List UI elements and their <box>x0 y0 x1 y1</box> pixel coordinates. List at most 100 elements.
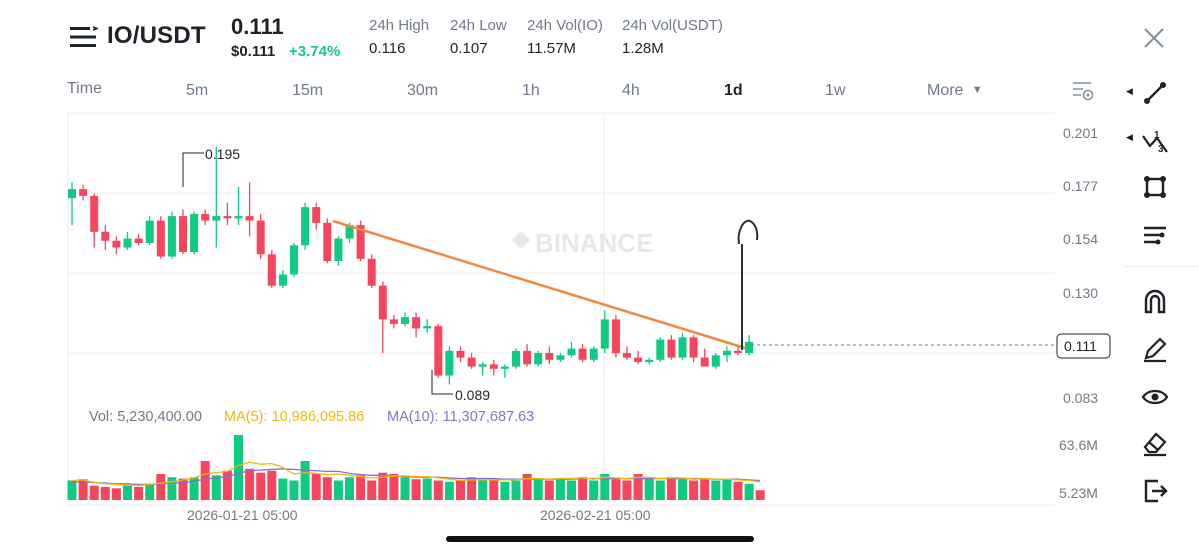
indicator-icon <box>1144 226 1166 245</box>
candle[interactable] <box>356 225 365 259</box>
chart-settings-icon[interactable] <box>1071 80 1095 102</box>
tab-time[interactable]: Time <box>67 80 102 97</box>
candle[interactable] <box>589 348 598 360</box>
candle[interactable] <box>412 317 421 329</box>
candle[interactable] <box>656 339 665 360</box>
candle[interactable] <box>445 350 454 376</box>
candle[interactable] <box>378 285 387 320</box>
candle[interactable] <box>334 238 343 262</box>
candle[interactable] <box>689 337 698 358</box>
candle[interactable] <box>156 220 165 257</box>
expand-arrow-icon[interactable]: ◀ <box>1126 132 1133 142</box>
candle[interactable] <box>323 222 332 262</box>
candle[interactable] <box>645 359 654 363</box>
candle[interactable] <box>278 274 287 286</box>
pair-title[interactable]: IO/USDT <box>107 22 206 49</box>
magnet-tool[interactable] <box>1140 286 1170 316</box>
candle[interactable] <box>167 216 176 257</box>
watermark-text: BINANCE <box>535 228 653 258</box>
candle[interactable] <box>212 216 221 221</box>
candle[interactable] <box>534 353 543 365</box>
indicator-tool[interactable] <box>1140 220 1170 250</box>
pencil-tool[interactable] <box>1140 334 1170 364</box>
candle[interactable] <box>79 189 88 196</box>
candle[interactable] <box>745 341 754 354</box>
volume-bar <box>256 472 266 500</box>
arrow-head-drawing[interactable] <box>737 219 759 245</box>
candle[interactable] <box>145 220 154 244</box>
tab-15m[interactable]: 15m <box>292 82 324 99</box>
tab-30m[interactable]: 30m <box>407 82 439 99</box>
candle[interactable] <box>634 357 643 363</box>
candle[interactable] <box>68 189 76 199</box>
visibility-tool[interactable] <box>1140 382 1170 412</box>
volume-bar <box>478 480 488 500</box>
candle[interactable] <box>545 353 554 360</box>
candle[interactable] <box>112 240 121 248</box>
candle[interactable] <box>600 319 609 349</box>
menu-icon[interactable] <box>70 26 98 48</box>
candle[interactable] <box>245 216 254 221</box>
candle[interactable] <box>623 353 631 358</box>
candle[interactable] <box>423 326 432 329</box>
candle[interactable] <box>389 319 398 324</box>
candle[interactable] <box>711 355 720 367</box>
candle[interactable] <box>456 350 465 358</box>
candle[interactable] <box>134 238 143 244</box>
candle[interactable] <box>478 364 487 367</box>
candle[interactable] <box>500 366 509 369</box>
candle[interactable] <box>101 231 110 241</box>
candle[interactable] <box>722 350 731 356</box>
candle[interactable] <box>234 216 243 219</box>
tab-1w[interactable]: 1w <box>825 82 846 99</box>
tab-1d[interactable]: 1d <box>724 82 743 99</box>
ma10-value: MA(10): 11,307,687.63 <box>387 409 535 425</box>
expand-arrow-icon[interactable]: ◀ <box>1126 86 1133 96</box>
volume-bar <box>744 483 754 500</box>
candle[interactable] <box>467 357 476 367</box>
candle[interactable] <box>700 357 709 367</box>
candle[interactable] <box>611 319 620 354</box>
candle[interactable] <box>290 245 298 275</box>
candle[interactable] <box>223 216 232 219</box>
candle[interactable] <box>489 364 498 369</box>
tab-1h[interactable]: 1h <box>522 82 540 99</box>
candle[interactable] <box>578 348 587 360</box>
trendline-tool[interactable] <box>1140 78 1170 108</box>
trendline-drawing[interactable] <box>332 219 746 350</box>
candle[interactable] <box>312 207 321 223</box>
tab-4h[interactable]: 4h <box>622 82 640 99</box>
candle[interactable] <box>734 350 742 354</box>
candle[interactable] <box>556 355 565 360</box>
candle[interactable] <box>512 350 520 367</box>
candle[interactable] <box>256 220 265 255</box>
tab-more[interactable]: More ▼ <box>927 82 983 100</box>
candle[interactable] <box>201 213 210 221</box>
candle[interactable] <box>434 326 443 376</box>
volume-bar <box>134 487 144 500</box>
candle[interactable] <box>90 195 99 232</box>
candle[interactable] <box>267 254 276 286</box>
shape-tool[interactable] <box>1140 172 1170 202</box>
volume-bar <box>644 478 654 500</box>
eraser-tool[interactable] <box>1140 428 1170 458</box>
candle[interactable] <box>345 225 354 239</box>
eye-icon <box>1141 389 1169 405</box>
candle[interactable] <box>401 317 409 324</box>
candle[interactable] <box>678 337 687 358</box>
candle[interactable] <box>179 216 187 253</box>
close-icon[interactable] <box>1143 27 1165 49</box>
high-annotation: 0.195 <box>205 146 240 162</box>
candle[interactable] <box>367 258 376 286</box>
candle[interactable] <box>667 339 676 358</box>
candle[interactable] <box>567 348 576 356</box>
tab-5m[interactable]: 5m <box>186 82 209 99</box>
exit-tool[interactable] <box>1140 476 1170 506</box>
candle[interactable] <box>301 207 310 246</box>
candle[interactable] <box>523 350 532 365</box>
volume-bar <box>145 483 155 500</box>
candle[interactable] <box>123 238 132 248</box>
candle[interactable] <box>190 213 199 253</box>
